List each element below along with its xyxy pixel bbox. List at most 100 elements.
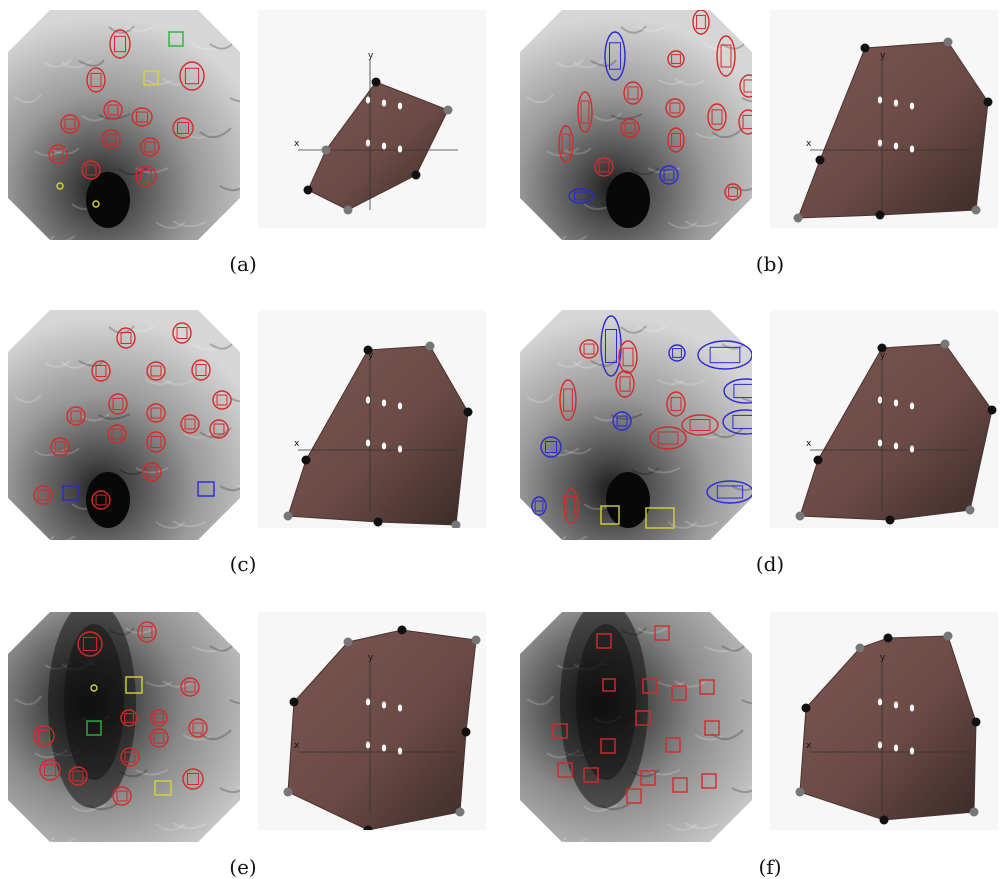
feature-marker (600, 738, 616, 754)
feature-marker (618, 340, 638, 374)
feature-marker (635, 710, 651, 726)
feature-marker (620, 118, 640, 138)
feature-marker (699, 679, 715, 695)
feature-marker (107, 424, 127, 444)
control-point (283, 511, 293, 521)
feature-marker (137, 621, 157, 643)
control-point (879, 815, 889, 825)
feature-marker (209, 419, 229, 439)
control-point (451, 520, 461, 528)
feature-marker (56, 182, 64, 190)
axis-label-y: y (368, 653, 374, 663)
axis-label-y: y (880, 351, 886, 361)
endoscopy-image-e (8, 612, 240, 842)
control-point (983, 97, 993, 107)
axis-label-x: x (294, 139, 300, 149)
axis-label-y: y (880, 653, 886, 663)
feature-marker (659, 165, 679, 185)
caption-e: (e) (229, 855, 257, 879)
feature-marker (180, 677, 200, 697)
feature-marker (681, 414, 719, 436)
control-point (883, 633, 893, 643)
feature-marker (120, 709, 138, 727)
control-point (283, 787, 293, 797)
feature-marker (602, 678, 616, 692)
feature-marker (142, 462, 162, 482)
feature-marker (77, 631, 103, 657)
control-point (875, 210, 885, 220)
feature-marker (33, 725, 55, 747)
feature-marker (39, 759, 61, 781)
feature-marker (645, 507, 675, 529)
feature-marker (642, 678, 658, 694)
feature-marker (558, 125, 574, 163)
control-point (969, 807, 979, 817)
axis-label-x: x (806, 139, 812, 149)
feature-marker (146, 361, 166, 381)
control-point (801, 703, 811, 713)
feature-marker (738, 109, 752, 135)
feature-marker (707, 103, 727, 131)
feature-marker (615, 370, 635, 398)
feature-marker (667, 50, 685, 68)
feature-marker (623, 81, 643, 105)
control-point (363, 825, 373, 830)
feature-marker (557, 762, 573, 778)
control-point (971, 717, 981, 727)
feature-marker (665, 98, 685, 118)
feature-marker (552, 723, 568, 739)
control-point (971, 205, 981, 215)
feature-marker (577, 91, 593, 133)
control-point (965, 505, 975, 515)
feature-marker (559, 379, 577, 421)
feature-marker (146, 431, 166, 453)
feature-marker (135, 165, 157, 187)
feature-marker (697, 340, 752, 370)
control-point (321, 145, 331, 155)
control-point (343, 637, 353, 647)
feature-marker (172, 322, 192, 344)
control-point (461, 727, 471, 737)
control-point (885, 515, 895, 525)
feature-marker (666, 391, 686, 417)
caption-b: (b) (755, 252, 785, 276)
control-point (855, 643, 865, 653)
feature-marker (668, 344, 686, 362)
axis-label-x: x (806, 741, 812, 751)
feature-marker (197, 481, 215, 497)
feature-marker (103, 100, 123, 120)
feature-marker (125, 676, 143, 694)
feature-marker (692, 10, 710, 35)
feature-marker (701, 773, 717, 789)
feature-marker (179, 61, 205, 91)
feature-marker (33, 485, 53, 505)
control-point (289, 697, 299, 707)
feature-marker (704, 720, 720, 736)
feature-marker (62, 485, 80, 501)
caption-f: (f) (758, 855, 782, 879)
caption-c: (c) (229, 552, 257, 576)
feature-marker (649, 426, 687, 450)
feature-marker (540, 436, 562, 458)
control-point (860, 43, 870, 53)
feature-marker (583, 767, 599, 783)
control-point (371, 77, 381, 87)
feature-marker (172, 117, 194, 139)
feature-marker (108, 393, 128, 415)
feature-marker (706, 480, 752, 504)
feature-marker (81, 160, 101, 180)
caption-a: (a) (229, 252, 257, 276)
control-point (373, 517, 383, 527)
feature-marker (50, 437, 70, 457)
control-point (425, 341, 435, 351)
feature-marker (600, 505, 620, 525)
feature-marker (150, 709, 168, 727)
feature-marker (91, 360, 111, 382)
feature-marker (68, 766, 88, 786)
feature-marker (671, 685, 687, 701)
axis-label-x: x (294, 741, 300, 751)
feature-marker (140, 137, 160, 157)
feature-marker (92, 200, 100, 208)
